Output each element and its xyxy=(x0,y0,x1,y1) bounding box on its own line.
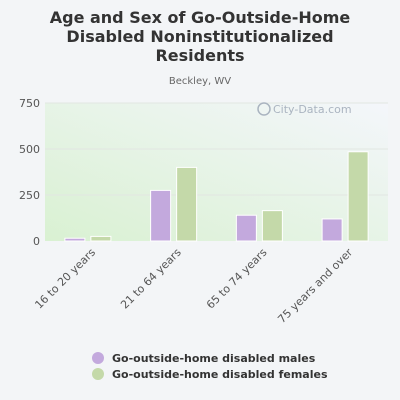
watermark-text: City-Data.com xyxy=(273,103,352,116)
chart-subtitle: Beckley, WV xyxy=(168,76,232,87)
legend-item-males: Go-outside-home disabled males xyxy=(92,350,328,366)
chart-title: Age and Sex of Go-Outside-Home Disabled … xyxy=(49,8,351,65)
bar-males-1 xyxy=(150,189,172,242)
bar-males-2 xyxy=(235,214,257,242)
bar-males-0 xyxy=(64,237,86,242)
watermark: City-Data.com xyxy=(257,102,352,116)
bar-females-2 xyxy=(261,210,283,242)
legend: Go-outside-home disabled males Go-outsid… xyxy=(92,350,328,382)
legend-swatch-females xyxy=(92,368,104,380)
x-tick-label: 75 years and over xyxy=(275,246,355,326)
y-tick-label: 500 xyxy=(19,143,40,156)
bar-females-0 xyxy=(90,235,112,242)
x-tick-label: 65 to 74 years xyxy=(204,246,270,312)
y-tick-label: 250 xyxy=(19,189,40,202)
x-tick-label: 21 to 64 years xyxy=(118,246,184,312)
bar-males-3 xyxy=(321,218,343,242)
x-tick-label: 16 to 20 years xyxy=(32,246,98,312)
y-tick-label: 0 xyxy=(33,235,40,248)
legend-label-females: Go-outside-home disabled females xyxy=(112,367,328,381)
bar-females-3 xyxy=(347,151,369,242)
bar-females-1 xyxy=(176,166,198,242)
y-tick-label: 750 xyxy=(19,97,40,110)
legend-swatch-males xyxy=(92,352,104,364)
plot-area xyxy=(45,103,388,241)
legend-item-females: Go-outside-home disabled females xyxy=(92,366,328,382)
legend-label-males: Go-outside-home disabled males xyxy=(112,351,316,365)
